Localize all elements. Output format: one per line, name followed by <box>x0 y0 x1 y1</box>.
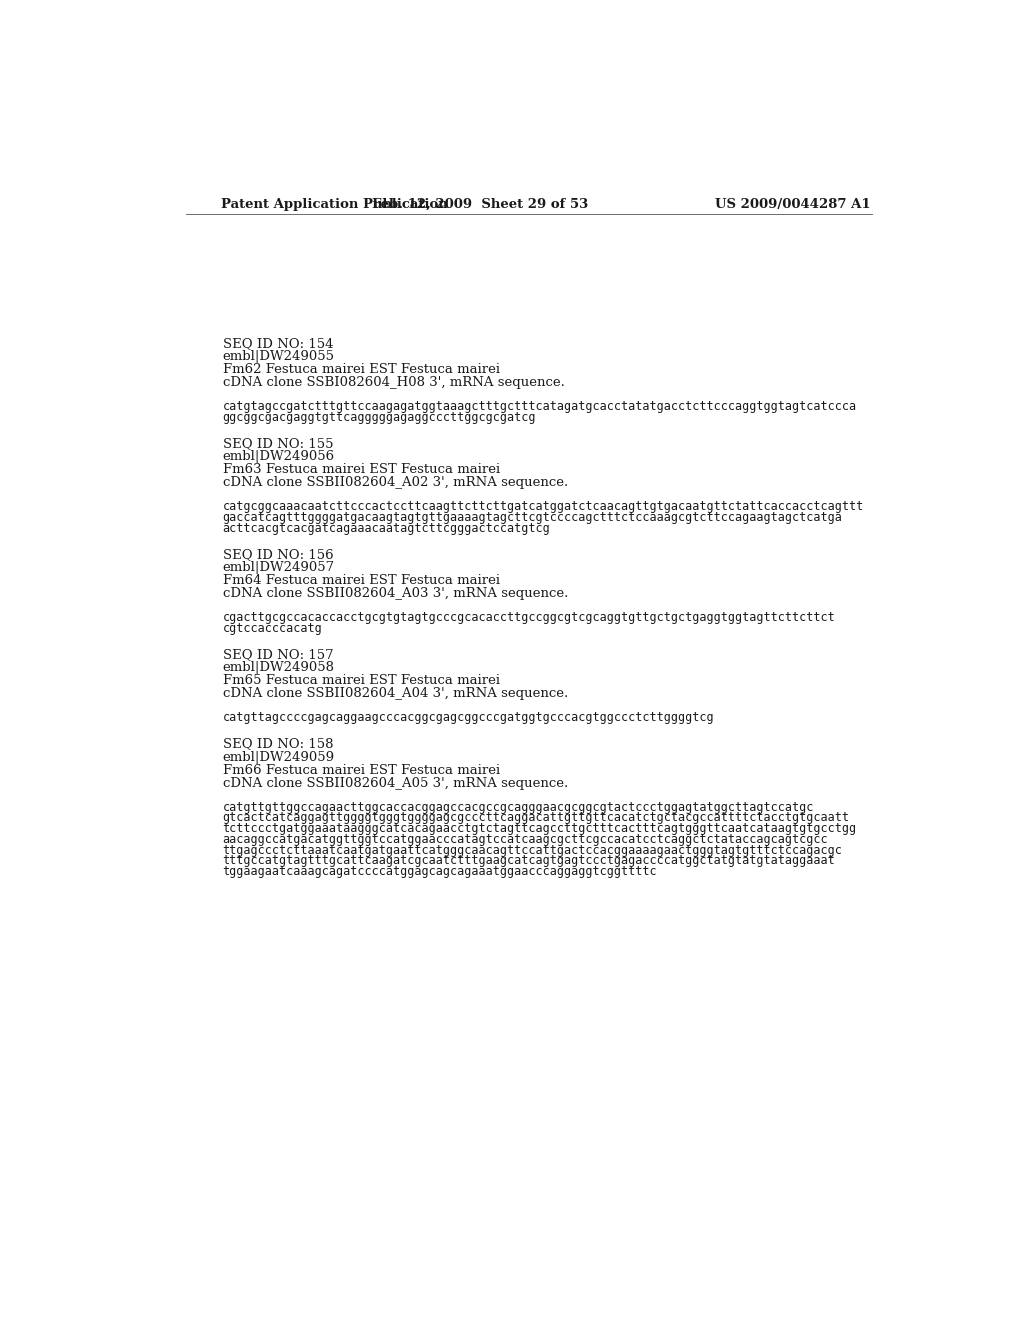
Text: cDNA clone SSBII082604_A03 3', mRNA sequence.: cDNA clone SSBII082604_A03 3', mRNA sequ… <box>222 587 568 601</box>
Text: Fm65 Festuca mairei EST Festuca mairei: Fm65 Festuca mairei EST Festuca mairei <box>222 675 500 688</box>
Text: SEQ ID NO: 157: SEQ ID NO: 157 <box>222 648 333 661</box>
Text: SEQ ID NO: 154: SEQ ID NO: 154 <box>222 337 333 350</box>
Text: catgttgttggccagaacttggcaccacggagccacgccgcagggaacgcggcgtactccctggagtatggcttagtcca: catgttgttggccagaacttggcaccacggagccacgccg… <box>222 800 814 813</box>
Text: Patent Application Publication: Patent Application Publication <box>221 198 447 211</box>
Text: Fm66 Festuca mairei EST Festuca mairei: Fm66 Festuca mairei EST Festuca mairei <box>222 763 500 776</box>
Text: Fm64 Festuca mairei EST Festuca mairei: Fm64 Festuca mairei EST Festuca mairei <box>222 574 500 587</box>
Text: embl|DW249058: embl|DW249058 <box>222 661 335 675</box>
Text: aacaggccatgacatggttggtccatggaacccatagtccatcaagcgcttcgccacatcctcaggctctataccagcag: aacaggccatgacatggttggtccatggaacccatagtcc… <box>222 833 828 846</box>
Text: tggaagaatcaaagcagatccccatggagcagcagaaatggaacccaggaggtcggttttc: tggaagaatcaaagcagatccccatggagcagcagaaatg… <box>222 866 657 878</box>
Text: cDNA clone SSBII082604_A02 3', mRNA sequence.: cDNA clone SSBII082604_A02 3', mRNA sequ… <box>222 477 567 490</box>
Text: tttgccatgtagtttgcattcaagatcgcaatctttgaagcatcagtgagtccctgagaccccatggctatgtatgtata: tttgccatgtagtttgcattcaagatcgcaatctttgaag… <box>222 854 836 867</box>
Text: Fm63 Festuca mairei EST Festuca mairei: Fm63 Festuca mairei EST Festuca mairei <box>222 463 500 477</box>
Text: gaccatcagtttggggatgacaagtagtgttgaaaagtagcttcgtccccagctttctccaaagcgtcttccagaagtag: gaccatcagtttggggatgacaagtagtgttgaaaagtag… <box>222 511 843 524</box>
Text: embl|DW249056: embl|DW249056 <box>222 450 335 463</box>
Text: Feb. 12, 2009  Sheet 29 of 53: Feb. 12, 2009 Sheet 29 of 53 <box>373 198 589 211</box>
Text: embl|DW249059: embl|DW249059 <box>222 751 335 763</box>
Text: tcttccctgatggaaataagggcatcacagaacctgtctagttcagccttgctttcactttcagtgggttcaatcataag: tcttccctgatggaaataagggcatcacagaacctgtcta… <box>222 822 857 836</box>
Text: cgtccacccacatg: cgtccacccacatg <box>222 622 323 635</box>
Text: ggcggcgacgaggtgttcagggggagaggcccttggcgcgatcg: ggcggcgacgaggtgttcagggggagaggcccttggcgcg… <box>222 411 536 424</box>
Text: cDNA clone SSBI082604_H08 3', mRNA sequence.: cDNA clone SSBI082604_H08 3', mRNA seque… <box>222 376 564 389</box>
Text: cgacttgcgccacaccacctgcgtgtagtgcccgcacaccttgccggcgtcgcaggtgttgctgctgaggtggtagttct: cgacttgcgccacaccacctgcgtgtagtgcccgcacacc… <box>222 611 836 624</box>
Text: catgcggcaaacaatcttcccactccttcaagttcttcttgatcatggatctcaacagttgtgacaatgttctattcacc: catgcggcaaacaatcttcccactccttcaagttcttctt… <box>222 500 864 513</box>
Text: SEQ ID NO: 155: SEQ ID NO: 155 <box>222 437 333 450</box>
Text: gtcactcatcaggagttggggtgggtggggagcgcccttcaggacattgttgttcacatctgctacgccattttctacct: gtcactcatcaggagttggggtgggtggggagcgcccttc… <box>222 812 850 825</box>
Text: acttcacgtcacgatcagaaacaatagtcttcgggactccatgtcg: acttcacgtcacgatcagaaacaatagtcttcgggactcc… <box>222 521 550 535</box>
Text: cDNA clone SSBII082604_A04 3', mRNA sequence.: cDNA clone SSBII082604_A04 3', mRNA sequ… <box>222 688 567 701</box>
Text: ttgagccctcttaaatcaatgatgaattcatgggcaacagttccattgactccacggaaaagaactgggtagtgtttctc: ttgagccctcttaaatcaatgatgaattcatgggcaacag… <box>222 843 843 857</box>
Text: US 2009/0044287 A1: US 2009/0044287 A1 <box>715 198 870 211</box>
Text: catgttagccccgagcaggaagcccacggcgagcggcccgatggtgcccacgtggccctcttggggtcg: catgttagccccgagcaggaagcccacggcgagcggcccg… <box>222 711 714 725</box>
Text: cDNA clone SSBII082604_A05 3', mRNA sequence.: cDNA clone SSBII082604_A05 3', mRNA sequ… <box>222 776 567 789</box>
Text: SEQ ID NO: 158: SEQ ID NO: 158 <box>222 738 333 751</box>
Text: embl|DW249055: embl|DW249055 <box>222 350 335 363</box>
Text: embl|DW249057: embl|DW249057 <box>222 561 335 574</box>
Text: Fm62 Festuca mairei EST Festuca mairei: Fm62 Festuca mairei EST Festuca mairei <box>222 363 500 376</box>
Text: SEQ ID NO: 156: SEQ ID NO: 156 <box>222 548 333 561</box>
Text: catgtagccgatctttgttccaagagatggtaaagctttgctttcatagatgcacctatatgacctcttcccaggtggta: catgtagccgatctttgttccaagagatggtaaagctttg… <box>222 400 857 413</box>
